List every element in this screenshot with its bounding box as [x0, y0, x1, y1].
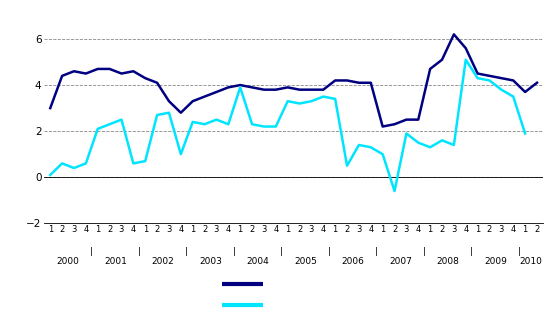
Text: |: |: [470, 247, 473, 256]
Text: 2000: 2000: [57, 257, 80, 266]
Text: 2008: 2008: [437, 257, 459, 266]
Text: |: |: [138, 247, 141, 256]
Text: |: |: [375, 247, 378, 256]
Text: 2002: 2002: [152, 257, 175, 266]
Text: 2001: 2001: [104, 257, 127, 266]
Text: 2009: 2009: [484, 257, 507, 266]
Text: |: |: [423, 247, 425, 256]
Text: 2007: 2007: [389, 257, 412, 266]
Text: |: |: [186, 247, 188, 256]
Text: 2004: 2004: [247, 257, 269, 266]
Text: |: |: [233, 247, 235, 256]
Text: |: |: [328, 247, 331, 256]
Text: |: |: [280, 247, 283, 256]
Text: |: |: [90, 247, 93, 256]
Text: 2003: 2003: [199, 257, 222, 266]
Text: 2006: 2006: [341, 257, 365, 266]
Text: 2005: 2005: [294, 257, 317, 266]
Text: 2010: 2010: [520, 257, 542, 266]
Text: |: |: [518, 247, 521, 256]
